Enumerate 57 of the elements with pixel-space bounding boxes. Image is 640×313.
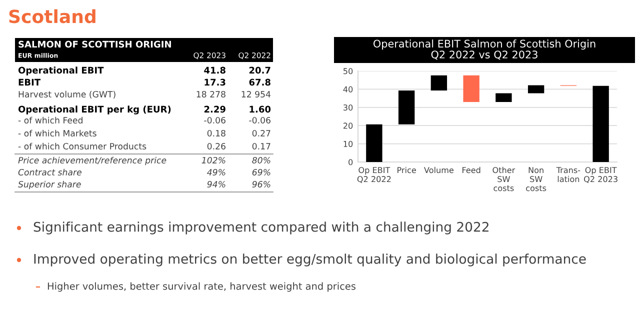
text: 1.60 (250, 106, 271, 113)
text: SALMON OF SCOTTISH ORIGIN (18, 40, 171, 48)
text: 80% (252, 156, 270, 164)
text: Improved operating metrics on better egg/smolt quality and biological performance (34, 254, 586, 266)
text: 69% (252, 168, 270, 176)
category-label: Harvest volume (GWT) (18, 90, 116, 99)
text: 18 278 (196, 90, 226, 98)
y-tick-label: 30 (344, 104, 353, 111)
text: 0.26 (207, 142, 226, 150)
x-tick-label: Other SW costs (492, 166, 516, 192)
text: Scotland (9, 9, 96, 24)
text: -0.06 (249, 116, 270, 124)
category-label: - of which Markets (18, 130, 96, 136)
y-tick-label: 50 (344, 68, 353, 74)
text: 0.18 (207, 130, 226, 136)
x-tick-label: Op EBIT Q2 2022 (357, 167, 391, 184)
text: 94% (207, 180, 226, 188)
category-label: - of which Feed (18, 116, 82, 124)
bar (366, 124, 382, 162)
text: 17.3 (204, 78, 226, 86)
category-label: - of which Consumer Products (18, 142, 146, 150)
text: 67.8 (249, 78, 270, 86)
text: Higher volumes, better survival rate, harvest weight and prices (48, 282, 356, 292)
x-tick-label: Op EBIT Q2 2023 (584, 167, 618, 184)
x-tick-label: Feed (462, 166, 480, 174)
bar (496, 93, 512, 102)
bar (463, 75, 480, 102)
text: 96% (252, 180, 270, 188)
bar (592, 86, 609, 162)
text: -0.06 (204, 116, 226, 124)
y-tick-label: 10 (344, 140, 353, 147)
text: 49% (207, 168, 226, 176)
category-label: Operational EBIT per kg (EUR) (18, 106, 171, 114)
y-tick-label: 0 (348, 159, 353, 166)
bar (528, 85, 544, 94)
bar (430, 75, 448, 90)
text: 12 954 (242, 90, 271, 98)
text: 41.8 (204, 66, 226, 74)
category-label: Operational EBIT (18, 66, 104, 76)
bar (398, 90, 415, 124)
category-label: EBIT (18, 78, 41, 86)
text: 0.27 (252, 130, 270, 136)
text: 20.7 (249, 66, 270, 74)
x-tick-label: Volume (424, 166, 454, 174)
text: 2.29 (204, 106, 226, 113)
category-label: Price achievement/reference price (18, 156, 166, 166)
y-tick-label: 20 (343, 122, 353, 129)
x-tick-label: Non SW costs (526, 167, 546, 192)
text: 102% (202, 156, 226, 164)
category-label: Contract share (18, 168, 82, 176)
chart-title: Operational EBIT Salmon of Scottish Origin Q2 2022 vs Q2 2023 (373, 40, 596, 60)
category-label: Superior share (18, 180, 81, 190)
x-tick-label: Price (398, 166, 416, 174)
x-tick-label: Trans- lation (556, 167, 580, 182)
text: Significant earnings improvement compared with a challenging 2022 (34, 222, 488, 234)
text: 0.17 (252, 142, 270, 150)
y-tick-label: 40 (343, 86, 353, 92)
